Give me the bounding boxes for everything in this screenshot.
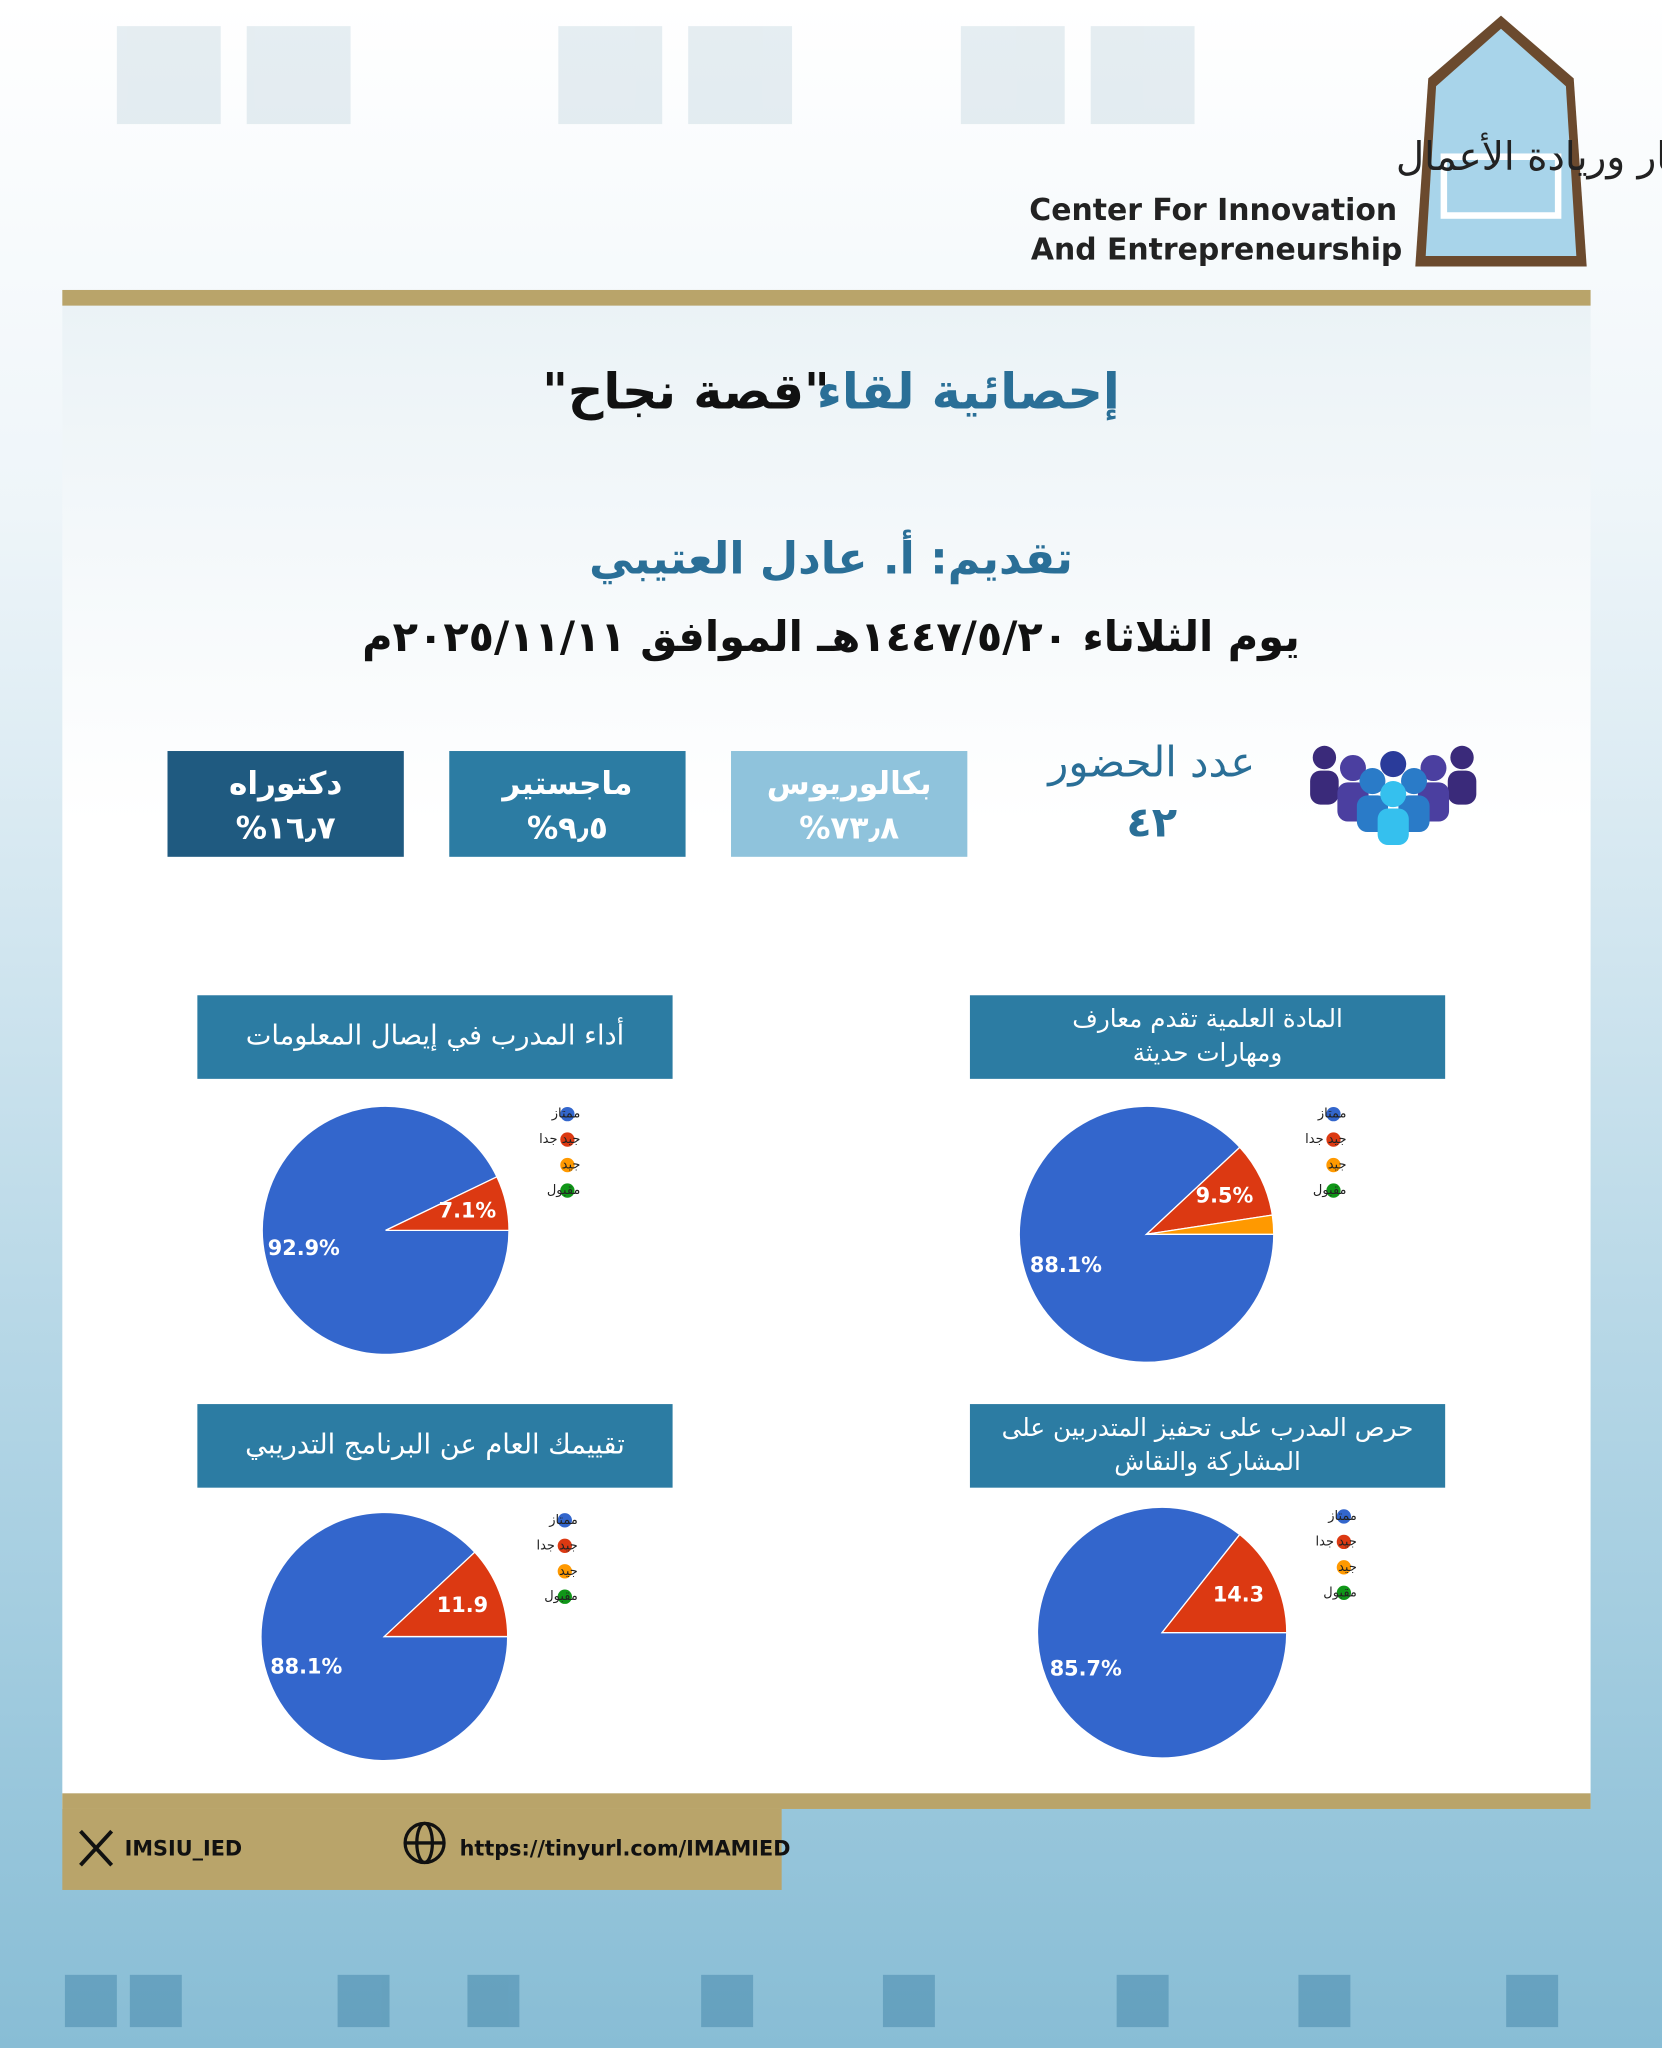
bottom-pattern — [64, 1974, 1559, 2028]
degree-percent: %٩٫٥ — [527, 810, 608, 846]
pie-slice — [382, 1551, 509, 1638]
degree-name: بكالوريوس — [767, 766, 932, 802]
legend-label: جيد جدا — [1316, 1534, 1357, 1549]
slice-label: 88.1% — [270, 1654, 342, 1678]
attendance-count: ٤٢ — [1126, 797, 1177, 846]
legend-label: ممتاز — [1317, 1107, 1347, 1122]
slice-label: 9.5% — [1196, 1183, 1254, 1207]
org-name-ar: مركز الابتكار وريادة الأعمال — [1396, 132, 1662, 180]
logo-mark — [1440, 153, 1562, 219]
degree-percent: %١٦٫٧ — [236, 810, 336, 846]
legend-label: ممتاز — [551, 1107, 581, 1122]
date: يوم الثلاثاء ١٤٤٧/٥/٢٠هـ الموافق ٢٠٢٥/١١… — [362, 612, 1300, 662]
legend-swatch — [1326, 1106, 1341, 1122]
chart-title: المشاركة والنقاش — [1114, 1447, 1301, 1476]
chart-header — [969, 1404, 1446, 1488]
slice-label: 7.1% — [439, 1199, 497, 1223]
legend-label: مقبول — [1323, 1585, 1357, 1600]
legend-swatch — [1326, 1183, 1341, 1198]
chart-header — [969, 995, 1446, 1079]
logo-inner — [1425, 28, 1577, 256]
legend-swatch — [560, 1157, 575, 1173]
legend-swatch — [557, 1589, 572, 1604]
legend-swatch — [1336, 1534, 1352, 1550]
gold-bar — [62, 1793, 1591, 1809]
legend-swatch — [557, 1513, 572, 1528]
legend-label: جيد — [562, 1158, 581, 1173]
legend-label: جيد جدا — [539, 1132, 580, 1147]
title: إحصائية لقاء"قصة نجاح" — [542, 362, 1120, 420]
legend-swatch — [1336, 1509, 1352, 1524]
legend-swatch — [560, 1183, 575, 1198]
degree-percent: %٧٣٫٨ — [799, 810, 899, 846]
attendance-label: عدد الحضور — [1046, 737, 1255, 786]
footer-x-icon — [79, 1829, 114, 1867]
legend-swatch — [1326, 1157, 1341, 1173]
footer-url: https://tinyurl.com/IMAMIED — [460, 1836, 791, 1860]
footer-globe-icon — [403, 1821, 446, 1865]
pie-slice — [1036, 1506, 1288, 1759]
legend-label: جيد جدا — [536, 1538, 577, 1553]
pie-slice — [1146, 1214, 1275, 1235]
people-icon — [1310, 745, 1477, 846]
org-name-en: Center For Innovation — [1029, 193, 1397, 228]
slice-label: 14.3 — [1213, 1583, 1264, 1607]
slice-label: 11.9 — [437, 1593, 488, 1617]
degree-name: دكتوراه — [229, 766, 342, 802]
title-prefix: إحصائية لقاء — [817, 362, 1120, 420]
chart-title: حرص المدرب على تحفيز المتدربين على — [1002, 1413, 1414, 1442]
legend-label: ممتاز — [548, 1513, 578, 1528]
legend-swatch — [1336, 1560, 1352, 1575]
legend-swatch — [1326, 1132, 1341, 1147]
top-pattern — [116, 26, 1195, 125]
slice-label: 88.1% — [1030, 1253, 1102, 1277]
legend-swatch — [560, 1106, 575, 1122]
legend-label: جيد — [1338, 1560, 1357, 1575]
slice-label: 85.7% — [1050, 1657, 1122, 1681]
legend-label: جيد — [1328, 1158, 1347, 1173]
chart-title: المادة العلمية تقدم معارف — [1072, 1004, 1343, 1033]
chart-title: ومهارات حديثة — [1133, 1038, 1283, 1068]
legend-swatch — [557, 1538, 572, 1553]
legend-swatch — [560, 1132, 575, 1147]
pie-slice — [1144, 1146, 1274, 1236]
chart-header — [197, 995, 673, 1079]
pie-slice — [385, 1175, 510, 1232]
legend-label: مقبول — [544, 1589, 578, 1604]
org-name-en: And Entrepreneurship — [1031, 232, 1402, 267]
chart-title: أداء المدرب في إيصال المعلومات — [246, 1017, 625, 1052]
footer-social: IMSIU_IED — [125, 1836, 242, 1860]
slice-label: 92.9% — [268, 1236, 340, 1260]
presenter: تقديم: أ. عادل العتيبي — [589, 530, 1073, 585]
legend-label: مقبول — [1313, 1183, 1347, 1198]
pie-slice — [1160, 1533, 1288, 1634]
degree-box — [449, 751, 686, 857]
legend-swatch — [1336, 1585, 1352, 1600]
degree-name: ماجستير — [500, 766, 632, 802]
legend-label: جيد جدا — [1305, 1132, 1346, 1147]
chart-header — [197, 1404, 673, 1488]
legend-label: ممتاز — [1327, 1509, 1357, 1524]
title-quote: "قصة نجاح" — [542, 362, 830, 420]
legend-label: مقبول — [547, 1183, 581, 1198]
chart-title: تقييمك العام عن البرنامج التدريبي — [245, 1429, 625, 1460]
degree-box — [167, 751, 404, 857]
legend-swatch — [557, 1564, 572, 1579]
legend-label: جيد — [559, 1564, 578, 1579]
gold-bar — [62, 289, 1591, 306]
degree-box — [731, 751, 968, 857]
